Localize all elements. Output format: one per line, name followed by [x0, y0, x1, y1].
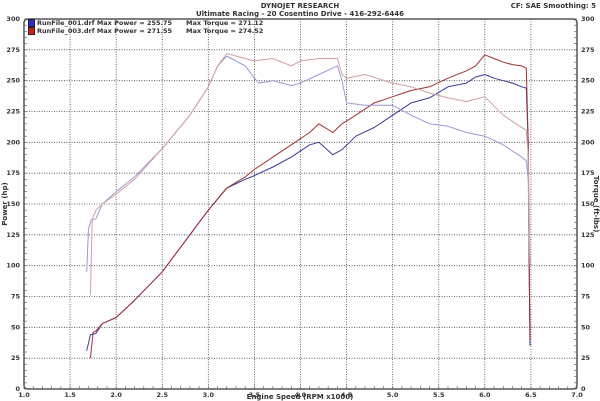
- y2-tick-label: 0: [581, 385, 586, 393]
- x-tick-label: 6.0: [479, 391, 491, 399]
- grid-lines: [24, 19, 577, 389]
- series-line-0: [86, 74, 531, 351]
- y-tick-label: 75: [11, 293, 21, 301]
- correction-factor-info: CF: SAE Smoothing: 5: [510, 2, 596, 10]
- x-tick-label: 6.5: [525, 391, 537, 399]
- series-line-3: [89, 53, 531, 296]
- legend-item-runfile-003: RunFile_003.drf Max Power = 271.55 Max T…: [28, 27, 263, 35]
- chart-subtitle: Ultimate Racing - 20 Cosentino Drive - 4…: [195, 10, 405, 18]
- x-tick-label: 2.0: [110, 391, 122, 399]
- chart-title: DYNOJET RESEARCH: [260, 2, 340, 10]
- y-tick-label: 175: [6, 169, 20, 177]
- y2-tick-label: 25: [581, 354, 591, 362]
- y2-tick-label: 50: [581, 323, 591, 331]
- y2-tick-label: 200: [581, 138, 595, 146]
- x-tick-label: 7.0: [571, 391, 583, 399]
- x-axis-label: Engine Speed (RPM x1000): [247, 393, 354, 401]
- y2-tick-label: 125: [581, 231, 595, 239]
- y2-tick-label: 225: [581, 108, 595, 116]
- y-tick-label: 275: [6, 46, 20, 54]
- legend-item-runfile-001: RunFile_001.drf Max Power = 255.75 Max T…: [28, 19, 263, 27]
- x-tick-label: 1.5: [64, 391, 76, 399]
- series-line-1: [89, 54, 531, 359]
- tick-labels: 1.0 1.5 2.0 2.5 3.0 3.5 4.0 4.5 5.0 5.5 6.0 6.5 7.00…: [6, 15, 595, 399]
- legend-max-torque: Max Torque = 271.12: [186, 19, 264, 27]
- axes: [23, 18, 578, 390]
- legend-file-name: RunFile_001.drf: [37, 19, 95, 27]
- y-tick-label: 100: [6, 262, 20, 270]
- y-tick-label: 0: [15, 385, 20, 393]
- y-tick-label: 125: [6, 231, 20, 239]
- legend-file-name: RunFile_003.drf: [37, 27, 95, 35]
- y2-axis-label: Torque (ft-lbs): [592, 176, 600, 233]
- y2-tick-label: 75: [581, 293, 591, 301]
- y2-tick-label: 300: [581, 15, 595, 23]
- series-line-2: [86, 55, 531, 272]
- y-tick-label: 300: [6, 15, 20, 23]
- x-tick-label: 4.5: [341, 391, 353, 399]
- legend-max-torque: Max Torque = 274.52: [186, 27, 264, 35]
- x-tick-label: 2.5: [156, 391, 168, 399]
- y2-tick-label: 175: [581, 169, 595, 177]
- legend-max-power: Max Power = 271.55: [96, 27, 173, 35]
- y-axis-label: Power (hp): [1, 182, 9, 225]
- y-tick-label: 250: [6, 77, 20, 85]
- y-tick-label: 225: [6, 108, 20, 116]
- y2-tick-label: 100: [581, 262, 595, 270]
- y-tick-label: 25: [11, 354, 21, 362]
- x-tick-label: 5.5: [433, 391, 445, 399]
- y2-tick-label: 275: [581, 46, 595, 54]
- data-series: [86, 53, 531, 359]
- x-tick-label: 4.0: [295, 391, 307, 399]
- y-tick-label: 50: [11, 323, 21, 331]
- legend-max-power: Max Power = 255.75: [96, 19, 173, 27]
- x-tick-label: 5.0: [387, 391, 399, 399]
- y-tick-label: 150: [6, 200, 20, 208]
- x-tick-label: 1.0: [18, 391, 30, 399]
- y2-tick-label: 250: [581, 77, 595, 85]
- legend-swatch-blue: [28, 19, 35, 27]
- x-tick-label: 3.5: [249, 391, 261, 399]
- y-tick-label: 200: [6, 138, 20, 146]
- y2-tick-label: 150: [581, 200, 595, 208]
- legend-swatch-red: [28, 27, 35, 35]
- x-tick-label: 3.0: [203, 391, 215, 399]
